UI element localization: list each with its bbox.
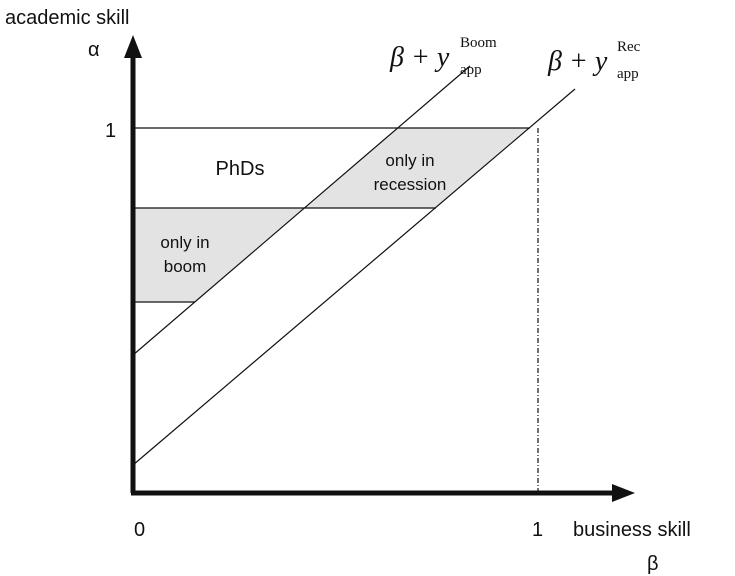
boom-line-sub: app	[460, 62, 482, 78]
rec-line-sup: Rec	[617, 39, 641, 55]
boom-line-sup: Boom	[460, 35, 497, 51]
x-one: 1	[532, 519, 543, 541]
y-label: academic skill	[5, 7, 129, 29]
boom-line	[132, 65, 471, 356]
rec-line	[132, 88, 576, 466]
x-arrow	[612, 484, 635, 502]
rec-line-label: β + y	[547, 46, 608, 77]
y-one: 1	[105, 120, 116, 142]
x-symbol: β	[647, 553, 659, 575]
rec-line-sub: app	[617, 66, 639, 82]
x-label: business skill	[573, 519, 691, 541]
phds-label: PhDs	[216, 158, 265, 180]
y-symbol: α	[88, 39, 100, 61]
y-arrow	[124, 35, 142, 58]
boom-label: boom	[164, 257, 207, 276]
recession-label: recession	[374, 175, 447, 194]
boom-line-label: β + y	[389, 42, 450, 73]
boom-label: only in	[160, 233, 209, 252]
recession-region	[304, 128, 530, 208]
boom-region	[133, 208, 304, 302]
recession-label: only in	[385, 151, 434, 170]
origin: 0	[134, 519, 145, 541]
